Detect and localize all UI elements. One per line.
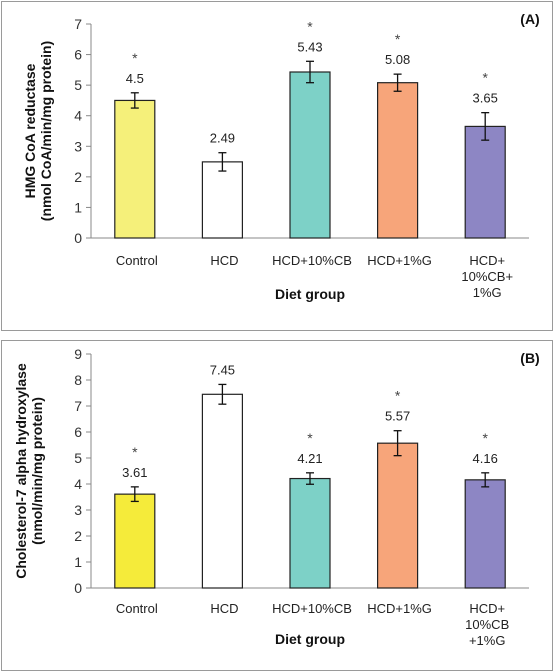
significance-marker: * (395, 31, 401, 47)
significance-marker: * (132, 444, 138, 460)
y-tick-label: 1 (74, 554, 82, 570)
y-axis-title: (nmol/min/mg protein) (29, 397, 45, 545)
significance-marker: * (482, 430, 488, 446)
bar (201, 161, 243, 239)
data-label: 4.16 (473, 451, 498, 466)
y-tick-label: 6 (74, 424, 82, 440)
data-label: 4.21 (297, 451, 322, 466)
y-axis-title: HMG CoA reductase (22, 63, 38, 198)
y-tick-label: 7 (74, 16, 82, 32)
x-tick-label: HCD+10%CB (272, 601, 352, 616)
bar (114, 99, 156, 239)
y-tick-label: 9 (74, 346, 82, 362)
bar (114, 493, 156, 589)
x-tick-label: HCD+ (469, 601, 505, 616)
y-tick-label: 0 (74, 580, 82, 596)
x-axis-title: Diet group (275, 286, 345, 302)
data-label: 3.65 (473, 91, 498, 106)
x-tick-label: Control (116, 253, 158, 268)
significance-marker: * (132, 50, 138, 66)
y-tick-label: 2 (74, 528, 82, 544)
y-axis-title: Cholesterol-7 alpha hydroxylase (13, 363, 29, 579)
y-tick-label: 3 (74, 138, 82, 154)
y-tick-label: 6 (74, 47, 82, 63)
y-tick-label: 1 (74, 199, 82, 215)
y-tick-label: 3 (74, 502, 82, 518)
x-tick-label: HCD+1%G (367, 601, 432, 616)
significance-marker: * (395, 388, 401, 404)
y-axis-title: (nmol CoA/min/mg protein) (38, 41, 54, 221)
x-axis-title: Diet group (275, 631, 345, 647)
significance-marker: * (307, 18, 313, 34)
data-label: 7.45 (210, 362, 235, 377)
y-tick-label: 2 (74, 169, 82, 185)
x-tick-label: 10%CB+ (461, 269, 513, 284)
chart-panel-a: 0 1 2 3 4 5 6 7 4.5 * Control 2.49 HCD 5.43 * HCD+10%CB… (1, 1, 553, 331)
bar (289, 477, 331, 589)
bar (464, 125, 506, 239)
x-tick-label: 1%G (473, 285, 502, 300)
bar (289, 71, 331, 239)
data-label: 2.49 (210, 131, 235, 146)
significance-marker: * (482, 70, 488, 86)
data-label: 5.57 (385, 409, 410, 424)
chart-b-svg: 0 1 2 3 4 5 6 7 8 9 3.61 * Control 7.45 HCD 4.21 * HCD+10… (13, 346, 540, 648)
x-tick-label: Control (116, 601, 158, 616)
bar (377, 442, 419, 589)
x-tick-label: HCD+ (469, 253, 505, 268)
x-tick-label: 10%CB (465, 617, 509, 632)
data-label: 3.61 (122, 465, 147, 480)
data-label: 5.43 (297, 39, 322, 54)
chart-a-svg: 0 1 2 3 4 5 6 7 4.5 * Control 2.49 HCD 5.43 * HCD+10%CB… (22, 11, 540, 302)
x-tick-label: HCD+1%G (367, 253, 432, 268)
panel-label: (B) (520, 350, 539, 366)
x-tick-label: HCD (210, 601, 238, 616)
significance-marker: * (307, 430, 313, 446)
y-tick-label: 4 (74, 108, 82, 124)
x-tick-label: HCD (210, 253, 238, 268)
bar (377, 82, 419, 239)
panel-label: (A) (520, 11, 539, 27)
y-tick-label: 8 (74, 372, 82, 388)
bar (201, 393, 243, 589)
data-label: 5.08 (385, 52, 410, 67)
y-tick-label: 0 (74, 230, 82, 246)
y-tick-label: 4 (74, 476, 82, 492)
data-label: 4.5 (126, 71, 144, 86)
bar (464, 479, 506, 589)
x-tick-label: HCD+10%CB (272, 253, 352, 268)
y-tick-label: 5 (74, 77, 82, 93)
y-tick-label: 5 (74, 450, 82, 466)
chart-panel-b: 0 1 2 3 4 5 6 7 8 9 3.61 * Control 7.45 HCD 4.21 * HCD+10… (1, 340, 553, 671)
y-tick-label: 7 (74, 398, 82, 414)
x-tick-label: +1%G (469, 633, 506, 648)
